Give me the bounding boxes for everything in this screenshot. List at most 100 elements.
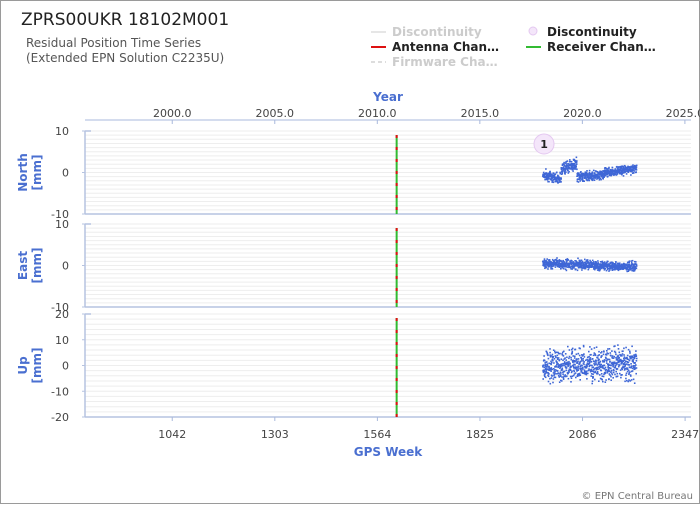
data-point — [596, 366, 598, 369]
data-point — [634, 266, 637, 268]
data-point — [599, 261, 602, 263]
data-point — [573, 357, 576, 359]
data-point — [551, 181, 553, 183]
data-point — [549, 382, 552, 385]
data-point — [585, 367, 588, 369]
data-point — [569, 363, 571, 365]
data-point — [603, 351, 605, 353]
data-point — [582, 360, 584, 362]
data-point — [545, 168, 547, 170]
data-point — [609, 263, 611, 266]
data-point — [615, 268, 618, 270]
data-point — [595, 363, 597, 365]
data-point — [617, 262, 619, 265]
data-point — [562, 362, 564, 365]
data-point — [603, 364, 606, 367]
data-point — [618, 364, 621, 367]
data-point — [601, 171, 604, 174]
data-point — [546, 174, 548, 176]
data-point — [614, 373, 616, 376]
data-point — [546, 261, 549, 264]
data-point — [603, 368, 606, 370]
data-point — [598, 266, 601, 268]
data-point — [550, 363, 552, 366]
data-point — [558, 359, 561, 362]
data-point — [552, 349, 555, 351]
data-point — [620, 169, 623, 171]
data-point — [598, 358, 600, 361]
data-point — [573, 367, 575, 369]
data-point — [547, 357, 550, 360]
data-point — [572, 361, 574, 364]
data-point — [597, 262, 600, 265]
data-point — [584, 370, 587, 373]
data-point — [568, 364, 570, 366]
data-point — [557, 265, 560, 268]
data-point — [612, 365, 614, 368]
legend-discontinuity-line-label[interactable]: Discontinuity — [392, 25, 482, 39]
bottom-axis-tick-label: 1303 — [261, 428, 289, 441]
data-point — [555, 351, 558, 354]
data-point — [633, 269, 636, 272]
data-point — [594, 361, 596, 363]
data-point — [577, 358, 580, 360]
legend-antenna-change-label[interactable]: Antenna Chan… — [392, 40, 499, 54]
data-point — [546, 363, 549, 365]
data-point — [569, 167, 572, 170]
data-point — [622, 175, 625, 177]
data-point — [580, 371, 582, 373]
data-point — [591, 382, 593, 385]
data-point — [629, 269, 632, 271]
data-point — [550, 360, 552, 363]
data-point — [609, 360, 611, 363]
data-point — [592, 366, 595, 368]
data-point — [588, 365, 591, 368]
data-point — [595, 174, 598, 176]
data-point — [559, 352, 561, 355]
data-point — [582, 368, 584, 370]
data-point — [594, 353, 596, 355]
data-point — [631, 370, 634, 372]
data-point — [575, 163, 578, 165]
data-point — [619, 369, 622, 371]
data-point — [630, 366, 633, 369]
data-point — [551, 180, 554, 182]
data-point — [621, 353, 624, 355]
legend-firmware-change-label[interactable]: Firmware Cha… — [392, 55, 498, 69]
data-point — [635, 357, 638, 360]
data-point — [553, 260, 556, 262]
legend-receiver-change-label[interactable]: Receiver Chan… — [547, 40, 656, 54]
data-point — [560, 358, 563, 360]
data-point — [613, 174, 616, 176]
data-point — [616, 375, 619, 378]
data-point — [556, 180, 559, 183]
data-point — [630, 379, 633, 381]
data-point — [586, 260, 589, 262]
panel-north: 10 0 -10 North[mm] 1 — [16, 125, 691, 221]
data-point — [585, 264, 588, 267]
data-point — [600, 363, 602, 366]
data-point — [545, 366, 548, 368]
data-point — [588, 169, 591, 172]
data-point — [596, 357, 599, 359]
data-point — [594, 370, 597, 373]
data-point — [616, 361, 618, 364]
data-point — [598, 363, 601, 365]
data-point — [634, 355, 636, 358]
data-point — [585, 373, 588, 376]
data-point — [576, 261, 578, 264]
data-point — [550, 175, 552, 178]
data-point — [583, 180, 585, 182]
data-point — [558, 264, 560, 267]
data-point — [623, 366, 626, 368]
data-point — [604, 371, 606, 374]
data-point — [548, 369, 551, 372]
data-point — [561, 367, 564, 370]
panel-east: 10 0 -10 East[mm] — [16, 218, 691, 314]
data-point — [557, 362, 559, 365]
legend-discontinuity-circle-label[interactable]: Discontinuity — [547, 25, 637, 39]
data-point — [575, 359, 577, 361]
data-point — [566, 375, 568, 377]
y-tick-label: -10 — [51, 301, 69, 314]
